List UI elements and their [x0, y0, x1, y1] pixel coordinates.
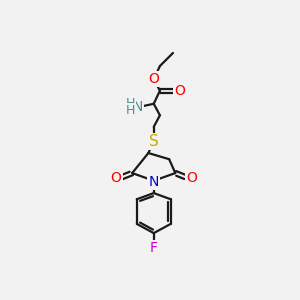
- Text: O: O: [148, 72, 159, 86]
- Text: O: O: [186, 171, 197, 185]
- Text: H: H: [126, 104, 135, 117]
- Text: F: F: [150, 241, 158, 255]
- Text: H: H: [126, 97, 135, 110]
- Text: O: O: [175, 84, 185, 98]
- Text: N: N: [132, 100, 143, 114]
- Text: O: O: [111, 171, 122, 185]
- Text: S: S: [149, 134, 159, 149]
- Text: N: N: [148, 175, 159, 188]
